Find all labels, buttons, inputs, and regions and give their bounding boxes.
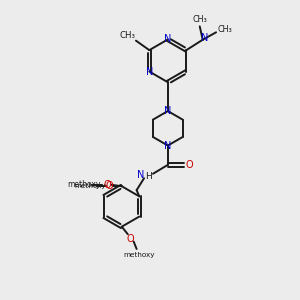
- Text: N: N: [137, 170, 144, 180]
- Text: N: N: [164, 140, 172, 151]
- Text: methoxy: methoxy: [67, 180, 100, 189]
- Text: CH₃: CH₃: [192, 15, 207, 24]
- Text: O: O: [186, 160, 193, 170]
- Text: O: O: [106, 181, 113, 191]
- Text: CH₃: CH₃: [217, 25, 232, 34]
- Text: N: N: [200, 33, 208, 43]
- Text: O: O: [103, 180, 111, 190]
- Text: methoxy: methoxy: [123, 252, 155, 258]
- Text: N: N: [146, 67, 153, 76]
- Text: N: N: [164, 34, 172, 44]
- Text: N: N: [164, 106, 172, 116]
- Text: CH₃: CH₃: [120, 31, 136, 40]
- Text: H: H: [145, 172, 152, 181]
- Text: O: O: [127, 234, 134, 244]
- Text: methoxy: methoxy: [74, 183, 106, 189]
